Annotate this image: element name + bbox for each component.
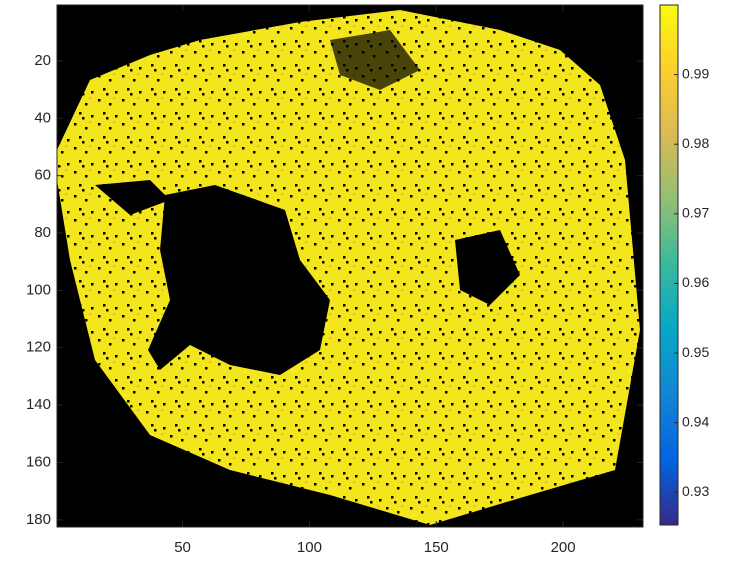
x-tick-label: 100 [297,539,322,556]
colorbar [660,5,678,525]
y-tick-label: 180 [26,511,51,528]
x-tick-label: 150 [424,539,449,556]
y-tick-label: 140 [26,396,51,413]
colorbar-tick-label: 0.95 [682,344,709,360]
x-tick-label: 200 [551,539,576,556]
colorbar-tick-label: 0.94 [682,413,709,429]
y-tick-label: 80 [34,224,51,241]
colorbar-tick-label: 0.96 [682,274,709,290]
figure: 50 100 150 200 20 40 60 80 100 120 140 160 180 0.93 0.… [0,0,740,568]
y-tick-label: 60 [34,167,51,184]
y-tick-label: 20 [34,52,51,69]
y-tick-label: 160 [26,453,51,470]
colorbar-tick-label: 0.93 [682,483,709,499]
y-tick-label: 120 [26,339,51,356]
x-tick-label: 50 [174,539,191,556]
colorbar-tick-label: 0.99 [682,65,709,81]
plot-area [57,5,643,527]
colorbar-tick-label: 0.98 [682,135,709,151]
y-tick-label: 100 [26,281,51,298]
y-tick-label: 40 [34,109,51,126]
colorbar-tick-label: 0.97 [682,205,709,221]
